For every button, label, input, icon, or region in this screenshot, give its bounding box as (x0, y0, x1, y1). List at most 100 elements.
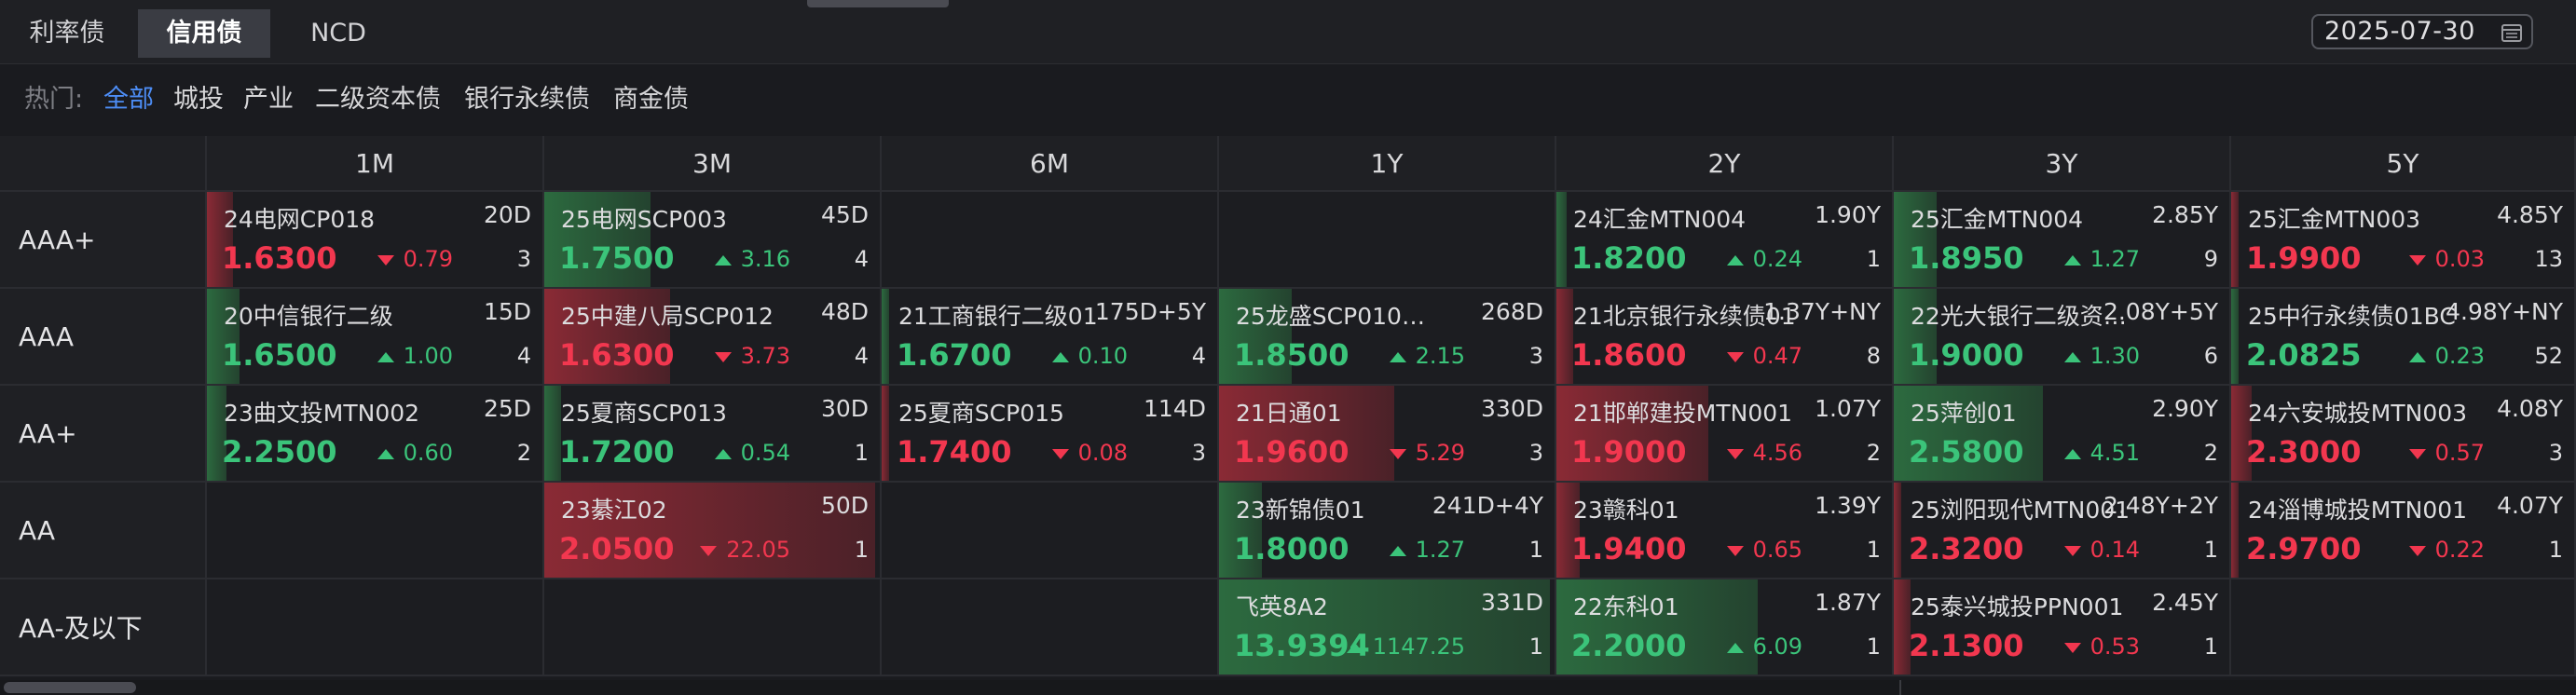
bond-name: 20中信银行二级 (224, 303, 393, 330)
bond-cell[interactable]: 25电网SCP003 45D 1.7500 3.16 4 (544, 192, 882, 289)
top-scroll-indicator[interactable] (807, 0, 949, 7)
bond-change: 2.15 (1389, 343, 1465, 369)
column-header-3m[interactable]: 3M (544, 136, 882, 192)
bond-cell[interactable]: 23綦江02 50D 2.0500 22.05 1 (544, 483, 882, 579)
bond-cell[interactable]: 21邯郸建投MTN001 1.07Y 1.9000 4.56 2 (1556, 386, 1894, 483)
bond-tenor: 1.07Y (1815, 395, 1881, 422)
change-bar (207, 386, 226, 481)
bond-cell[interactable]: 25汇金MTN004 2.85Y 1.8950 1.27 9 (1894, 192, 2231, 289)
bond-change: 1147.25 (1346, 634, 1465, 660)
empty-cell (1219, 192, 1556, 289)
tab-credit-bonds[interactable]: 信用债 (138, 9, 270, 58)
bond-name: 25夏商SCP015 (898, 400, 1064, 427)
bond-yield: 2.0500 (559, 531, 675, 566)
chip-bank-perpetual[interactable]: 银行永续债 (464, 85, 590, 114)
bond-yield: 1.9600 (1234, 434, 1350, 470)
bond-yield: 1.8950 (1909, 240, 2024, 276)
bond-name: 23赣科01 (1573, 497, 1679, 524)
chip-all[interactable]: 全部 (103, 85, 154, 114)
bond-cell[interactable]: 21工商银行二级01 175D+5Y 1.6700 0.10 4 (882, 289, 1219, 386)
bond-cell[interactable]: 23曲文投MTN002 25D 2.2500 0.60 2 (207, 386, 544, 483)
column-header-6m[interactable]: 6M (882, 136, 1219, 192)
scrollbar-thumb[interactable] (4, 682, 136, 693)
bond-cell[interactable]: 25汇金MTN003 4.85Y 1.9900 0.03 13 (2231, 192, 2576, 289)
bond-count: 3 (1528, 440, 1543, 466)
bond-cell[interactable]: 飞英8A2 331D 13.9394 1147.25 1 (1219, 579, 1556, 676)
bond-cell[interactable]: 24汇金MTN004 1.90Y 1.8200 0.24 1 (1556, 192, 1894, 289)
bond-cell[interactable]: 20中信银行二级 15D 1.6500 1.00 4 (207, 289, 544, 386)
triangle-down-icon (1726, 351, 1744, 362)
column-header-3y[interactable]: 3Y (1894, 136, 2231, 192)
bond-cell[interactable]: 24淄博城投MTN001 4.07Y 2.9700 0.22 1 (2231, 483, 2576, 579)
empty-cell (207, 483, 544, 579)
change-value: 0.24 (1752, 246, 1802, 272)
bond-yield: 1.7200 (559, 434, 675, 470)
chip-chengtou[interactable]: 城投 (173, 85, 224, 114)
bond-yield: 1.9900 (2246, 240, 2362, 276)
horizontal-scrollbar[interactable] (0, 680, 2576, 695)
change-bar (1556, 386, 1708, 481)
bond-cell[interactable]: 25中建八局SCP012 48D 1.6300 3.73 4 (544, 289, 882, 386)
change-bar (2231, 192, 2239, 287)
bond-cell[interactable]: 25夏商SCP013 30D 1.7200 0.54 1 (544, 386, 882, 483)
bond-cell[interactable]: 25龙盛SCP010(科创债) 268D 1.8500 2.15 3 (1219, 289, 1556, 386)
bond-cell[interactable]: 24电网CP018 20D 1.6300 0.79 3 (207, 192, 544, 289)
bond-cell[interactable]: 22光大银行二级资本债 2.08Y+5Y 1.9000 1.30 6 (1894, 289, 2231, 386)
change-value: 4.56 (1752, 440, 1802, 466)
triangle-down-icon (1389, 448, 1406, 459)
tab-rate-bonds[interactable]: 利率债 (29, 19, 105, 48)
bond-cell[interactable]: 24六安城投MTN003 4.08Y 2.3000 0.57 3 (2231, 386, 2576, 483)
bond-change: 0.54 (714, 440, 790, 466)
chip-industry[interactable]: 产业 (243, 85, 294, 114)
change-value: 1.00 (403, 343, 453, 369)
change-value: 0.22 (2434, 537, 2485, 563)
bond-cell[interactable]: 25夏商SCP015 114D 1.7400 0.08 3 (882, 386, 1219, 483)
bond-cell[interactable]: 25萍创01 2.90Y 2.5800 4.51 2 (1894, 386, 2231, 483)
tab-ncd[interactable]: NCD (310, 19, 366, 48)
hot-label: 热门: (24, 85, 84, 114)
empty-cell (207, 579, 544, 676)
bond-change: 0.23 (2408, 343, 2485, 369)
bond-tenor: 50D (820, 492, 869, 519)
change-bar (1894, 386, 2043, 481)
bond-change: 5.29 (1389, 440, 1465, 466)
triangle-down-icon (2063, 545, 2081, 556)
bond-change: 0.57 (2408, 440, 2485, 466)
date-picker[interactable]: 2025-07-30 (2311, 14, 2533, 49)
triangle-up-icon (714, 254, 732, 266)
chip-tier2-capital[interactable]: 二级资本债 (315, 85, 441, 114)
bond-cell[interactable]: 25中行永续债01BC 4.98Y+NY 2.0825 0.23 52 (2231, 289, 2576, 386)
bond-change: 0.14 (2063, 537, 2140, 563)
bond-yield: 1.7500 (559, 240, 675, 276)
bond-change: 1.27 (1389, 537, 1465, 563)
bond-change: 3.73 (714, 343, 790, 369)
bond-cell[interactable]: 23新锦债01 241D+4Y 1.8000 1.27 1 (1219, 483, 1556, 579)
change-bar (2231, 483, 2239, 578)
chip-commercial-finance[interactable]: 商金债 (613, 85, 689, 114)
bond-cell[interactable]: 21日通01 330D 1.9600 5.29 3 (1219, 386, 1556, 483)
triangle-up-icon (1346, 642, 1363, 653)
bond-change: 0.79 (377, 246, 453, 272)
bond-cell[interactable]: 21北京银行永续债01 1.37Y+NY 1.8600 0.47 8 (1556, 289, 1894, 386)
triangle-down-icon (1051, 448, 1069, 459)
bond-cell[interactable]: 25浏阳现代MTN001 2.48Y+2Y 2.3200 0.14 1 (1894, 483, 2231, 579)
bond-yield: 2.5800 (1909, 434, 2024, 470)
empty-cell (882, 192, 1219, 289)
bond-cell[interactable]: 25泰兴城投PPN001 2.45Y 2.1300 0.53 1 (1894, 579, 2231, 676)
bond-tenor: 2.45Y (2152, 589, 2218, 616)
bond-cell[interactable]: 22东科01 1.87Y 2.2000 6.09 1 (1556, 579, 1894, 676)
row-label: AA-及以下 (0, 579, 207, 676)
bond-yield: 2.3200 (1909, 531, 2024, 566)
column-header-1y[interactable]: 1Y (1219, 136, 1556, 192)
bond-count: 1 (2203, 537, 2218, 563)
bond-name: 25萍创01 (1911, 400, 2017, 427)
bond-cell[interactable]: 23赣科01 1.39Y 1.9400 0.65 1 (1556, 483, 1894, 579)
column-header-1m[interactable]: 1M (207, 136, 544, 192)
bond-count: 4 (854, 343, 869, 369)
column-header-5y[interactable]: 5Y (2231, 136, 2576, 192)
bond-tenor: 1.39Y (1815, 492, 1881, 519)
change-value: 0.47 (1752, 343, 1802, 369)
bond-tenor: 1.37Y+NY (1763, 298, 1881, 325)
change-value: 0.14 (2090, 537, 2140, 563)
column-header-2y[interactable]: 2Y (1556, 136, 1894, 192)
